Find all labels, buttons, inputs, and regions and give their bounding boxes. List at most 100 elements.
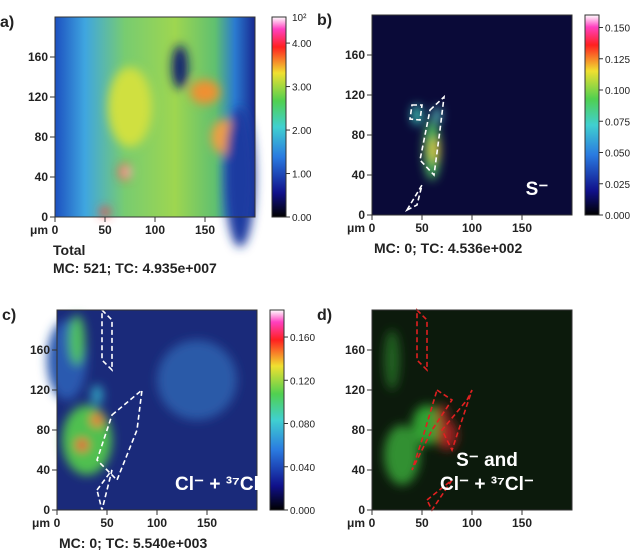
image-background — [372, 15, 572, 215]
intensity-region — [91, 414, 103, 426]
y-tick-label: 160 — [28, 50, 48, 64]
roi-outline — [441, 389, 473, 453]
x-tick-label: 100 — [462, 221, 482, 235]
y-tick-label: 160 — [345, 343, 365, 357]
x-tick-label: 100 — [147, 516, 167, 530]
x-tick-label: 0 — [52, 223, 59, 237]
panel: a) 0 50 100 150 0 40 80 120 160 μm 0.00 1.00 2.00 3.00… — [0, 13, 312, 276]
y-tick-label: 80 — [352, 423, 366, 437]
y-tick-label: 40 — [35, 170, 49, 184]
intensity-region — [190, 80, 220, 104]
colorbar-tick-label: 0.080 — [290, 420, 315, 431]
intensity-region — [91, 385, 103, 405]
panel-label: a) — [0, 14, 14, 31]
colorbar-tick-label: 0.125 — [605, 55, 630, 66]
intensity-region — [69, 315, 85, 365]
colorbar-tick-label: 0.025 — [605, 180, 630, 191]
x-tick-label: 0 — [369, 221, 376, 235]
x-axis-label: μm — [347, 221, 365, 235]
y-tick-label: 120 — [345, 88, 365, 102]
y-tick-label: 120 — [345, 383, 365, 397]
x-tick-label: 50 — [100, 516, 114, 530]
intensity-region — [437, 420, 457, 450]
colorbar-tick-label: 0.000 — [290, 506, 315, 517]
panel: c) 0 50 100 150 0 40 80 120 160 μm 0.000 0.040 0.080 0… — [2, 307, 315, 551]
colorbar — [584, 14, 600, 216]
y-tick-label: 80 — [35, 130, 49, 144]
colorbar — [269, 309, 285, 511]
colorbar-tick-label: 0.075 — [605, 117, 630, 128]
roi-outline — [416, 308, 428, 372]
panel-label: b) — [317, 12, 332, 29]
image-texture — [100, 45, 255, 247]
caption: MC: 521; TC: 4.935e+007 — [53, 260, 217, 276]
colorbar-tick-label: 0.120 — [290, 376, 315, 387]
intensity-region — [225, 107, 255, 247]
colorbar-tick-label: 0.050 — [605, 149, 630, 160]
x-axis-label: μm — [30, 223, 48, 237]
colorbar-tick-label: 0.00 — [292, 213, 312, 224]
y-tick-label: 40 — [352, 168, 366, 182]
intensity-region — [384, 425, 420, 485]
intensity-region — [172, 45, 188, 89]
intensity-region — [124, 169, 130, 175]
x-tick-label: 150 — [512, 516, 532, 530]
caption: MC: 0; TC: 4.536e+002 — [374, 240, 522, 256]
x-axis-label: μm — [32, 516, 50, 530]
colorbar-tick-label: 0.040 — [290, 463, 315, 474]
intensity-region — [62, 405, 112, 475]
y-tick-label: 80 — [352, 128, 366, 142]
x-axis-label: μm — [347, 516, 365, 530]
x-tick-label: 150 — [197, 516, 217, 530]
colorbar-tick-label: 2.00 — [292, 126, 312, 137]
x-tick-label: 100 — [462, 516, 482, 530]
colorbar-top-label: 10² — [292, 13, 307, 24]
roi-outline — [96, 388, 144, 482]
y-tick-label: 40 — [37, 463, 51, 477]
x-tick-label: 100 — [145, 223, 165, 237]
y-tick-label: 0 — [358, 503, 365, 517]
intensity-region — [157, 340, 237, 420]
roi-outline — [101, 308, 113, 372]
roi-outline — [419, 94, 446, 177]
image-background — [55, 17, 255, 217]
x-tick-label: 50 — [415, 221, 429, 235]
caption: Total — [53, 242, 85, 258]
panel-label: c) — [2, 307, 16, 324]
x-tick-label: 150 — [512, 221, 532, 235]
intensity-region — [76, 439, 88, 451]
y-tick-label: 120 — [28, 90, 48, 104]
colorbar-tick-label: 1.00 — [292, 170, 312, 181]
colorbar-tick-label: 4.00 — [292, 39, 312, 50]
intensity-region — [433, 107, 441, 123]
intensity-region — [100, 207, 110, 217]
x-tick-label: 50 — [98, 223, 112, 237]
colorbar — [271, 16, 287, 218]
x-tick-label: 50 — [415, 516, 429, 530]
colorbar-tick-label: 0.000 — [605, 211, 630, 222]
roi-outline — [425, 479, 453, 512]
panel: b) 0 50 100 150 0 40 80 120 160 μm 0.000 0.025 0.050 0… — [317, 12, 630, 256]
annotation: S⁻ and — [456, 450, 518, 471]
y-tick-label: 120 — [30, 383, 50, 397]
annotation: Cl⁻ + ³⁷Cl⁻ — [175, 474, 269, 495]
intensity-region — [384, 330, 400, 390]
y-tick-label: 40 — [352, 463, 366, 477]
colorbar-tick-label: 0.160 — [290, 333, 315, 344]
y-tick-label: 80 — [37, 423, 51, 437]
colorbar-tick-label: 0.150 — [605, 24, 630, 35]
y-tick-label: 160 — [30, 343, 50, 357]
panel-label: d) — [317, 307, 332, 324]
annotation: S⁻ — [526, 179, 549, 200]
y-tick-label: 0 — [41, 210, 48, 224]
y-tick-label: 160 — [345, 48, 365, 62]
x-tick-label: 150 — [195, 223, 215, 237]
colorbar-tick-label: 3.00 — [292, 83, 312, 94]
x-tick-label: 0 — [369, 516, 376, 530]
roi-outline — [411, 388, 454, 471]
intensity-region — [429, 138, 439, 162]
caption: MC: 0; TC: 5.540e+003 — [59, 535, 207, 550]
roi-outline — [96, 469, 113, 511]
roi-outline — [409, 104, 423, 121]
